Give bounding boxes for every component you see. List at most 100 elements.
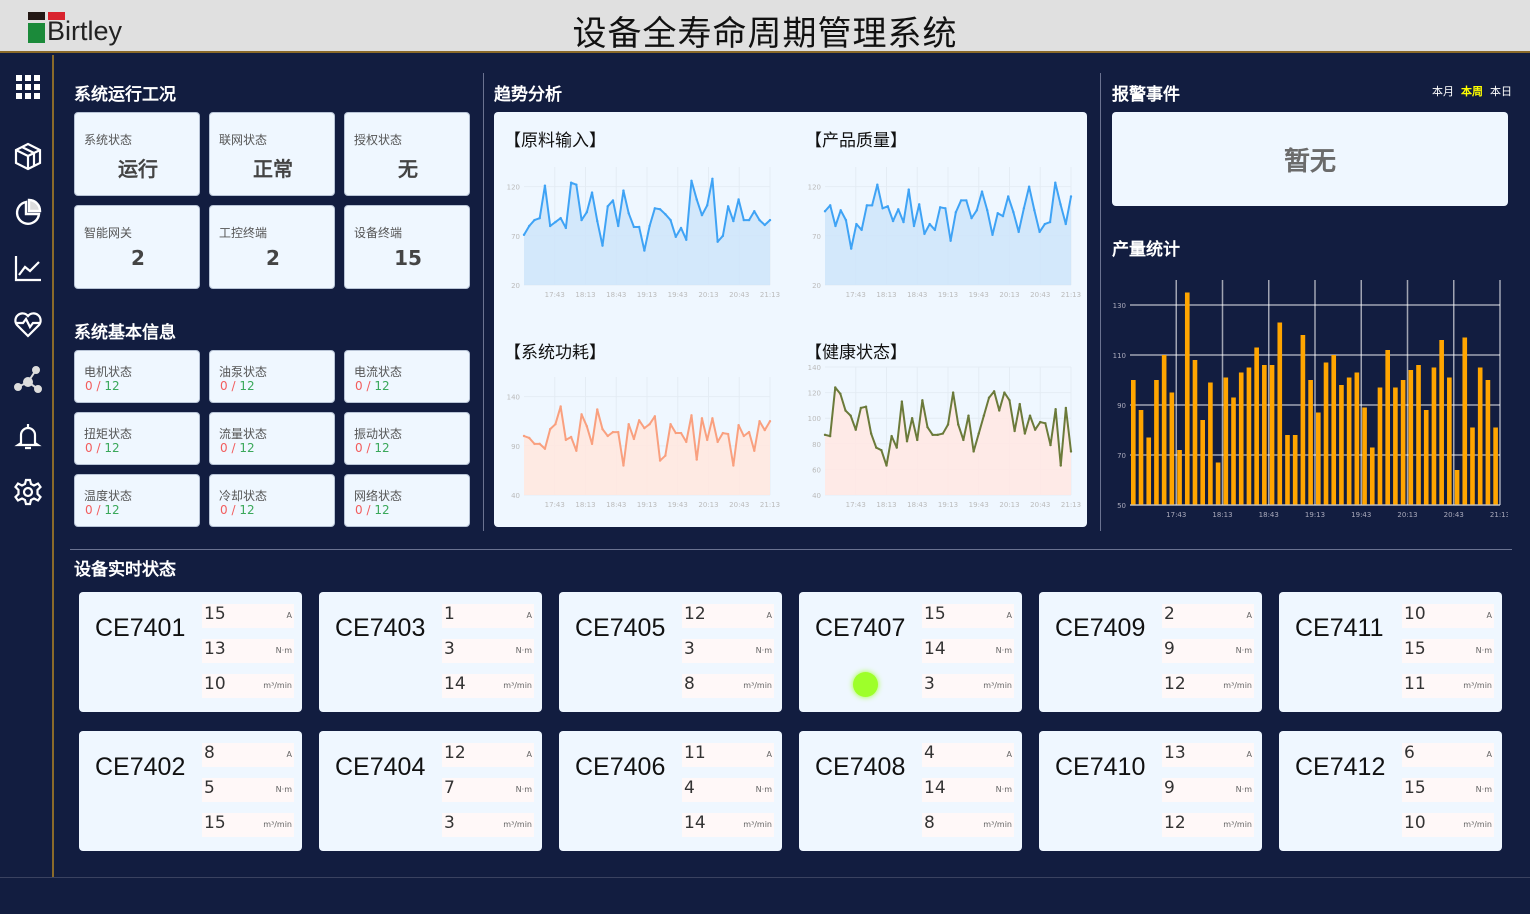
divider [1100,73,1101,531]
data-point [533,218,536,222]
data-point [834,224,837,228]
series-area [524,178,770,285]
bar [1470,427,1475,505]
bar [1131,380,1136,505]
bar [1477,367,1483,505]
data-point [690,179,693,182]
gear-icon[interactable] [13,477,43,507]
data-point [1044,422,1047,425]
device-metric: 14 m³/min [682,813,774,837]
cube-icon[interactable] [13,141,43,171]
data-point [726,432,730,436]
header: Birtley 设备全寿命周期管理系统 [0,0,1530,54]
data-point [674,431,677,435]
device-card[interactable]: CE7404 12 A 7 N·m 3 m³/min [319,731,542,851]
bar [1269,365,1275,505]
data-point [569,435,573,439]
series-area [825,182,1071,285]
bar [1493,427,1498,505]
data-point [951,391,955,394]
x-tick-label: 17:43 [846,501,866,509]
y-tick-label: 20 [511,282,520,290]
device-metric: 3 N·m [442,639,534,663]
device-card[interactable]: CE7408 4 A 14 N·m 8 m³/min [799,731,1022,851]
bell-icon[interactable] [13,421,43,451]
data-point [753,210,756,213]
bar [1262,365,1267,505]
network-icon[interactable] [13,365,43,395]
data-point [674,235,677,239]
device-card[interactable]: CE7406 11 A 4 N·m 14 m³/min [559,731,782,851]
y-tick-label: 110 [1113,352,1126,360]
heartbeat-icon[interactable] [13,309,43,339]
device-card[interactable]: CE7402 8 A 5 N·m 15 m³/min [79,731,302,851]
data-point [564,226,568,230]
series-area [825,387,1071,495]
device-card[interactable]: CE7401 15 A 13 N·m 10 m³/min [79,592,302,712]
line-chart-icon[interactable] [13,253,43,283]
x-tick-label: 18:43 [606,501,626,509]
device-metric: 8 m³/min [922,813,1014,837]
data-point [944,207,947,210]
data-point [1017,230,1020,234]
device-card[interactable]: CE7405 12 A 3 N·m 8 m³/min [559,592,782,712]
data-point [648,423,651,426]
data-point [949,239,952,242]
x-tick-label: 20:43 [1030,291,1050,299]
device-metric: 11 m³/min [1402,674,1494,698]
power-consumption-chart: 40 90 140 17:43 18:13 18:43 19:13 19:43 20:13 20:… [507,377,780,509]
data-point [559,216,562,220]
data-point [700,213,704,217]
data-point [891,219,895,223]
series-area [524,406,770,495]
sidebar [0,55,54,877]
data-point [705,204,709,207]
data-point [653,415,657,418]
x-tick-label: 21:13 [1061,291,1081,299]
y-tick-label: 60 [812,466,821,474]
tab-month[interactable]: 本月 [1432,85,1454,98]
bar [1138,410,1144,505]
data-point [617,224,620,228]
data-point [890,434,893,438]
data-point [575,449,578,452]
bar [1231,397,1236,505]
data-point [742,434,746,438]
x-tick-label: 21:13 [760,501,780,509]
tab-day[interactable]: 本日 [1490,85,1512,98]
data-point [1013,429,1016,433]
data-point [823,433,827,437]
device-card[interactable]: CE7411 10 A 15 N·m 11 m³/min [1279,592,1502,712]
x-tick-label: 20:13 [698,501,718,509]
data-point [959,199,963,202]
data-point [601,427,604,431]
y-tick-label: 40 [812,492,821,500]
x-tick-label: 17:43 [545,291,565,299]
x-tick-label: 19:43 [668,501,688,509]
data-point [554,220,557,224]
device-card[interactable]: CE7403 1 A 3 N·m 14 m³/min [319,592,542,712]
data-point [522,434,526,438]
tab-week[interactable]: 本周 [1461,85,1483,98]
data-point [938,206,942,209]
x-tick-label: 18:13 [575,501,595,509]
device-card[interactable]: CE7409 2 A 9 N·m 12 m³/min [1039,592,1262,712]
bar [1223,377,1229,505]
device-metric: 15 A [202,604,294,628]
y-tick-label: 140 [507,394,520,402]
pie-chart-icon[interactable] [13,197,43,227]
status-card: 联网状态 正常 [209,112,335,196]
grid-icon[interactable] [13,72,43,102]
data-point [860,228,863,232]
data-point [1012,211,1015,214]
device-card[interactable]: CE7412 6 A 15 N·m 10 m³/min [1279,731,1502,851]
data-point [895,446,898,449]
data-point [747,218,751,222]
device-metric: 10 A [1402,604,1494,628]
data-point [849,414,852,417]
data-point [548,224,552,228]
device-card[interactable]: CE7407 15 A 14 N·m 3 m³/min [799,592,1022,712]
bar [1346,377,1352,505]
data-point [975,209,978,212]
device-card[interactable]: CE7410 13 A 9 N·m 12 m³/min [1039,731,1262,851]
